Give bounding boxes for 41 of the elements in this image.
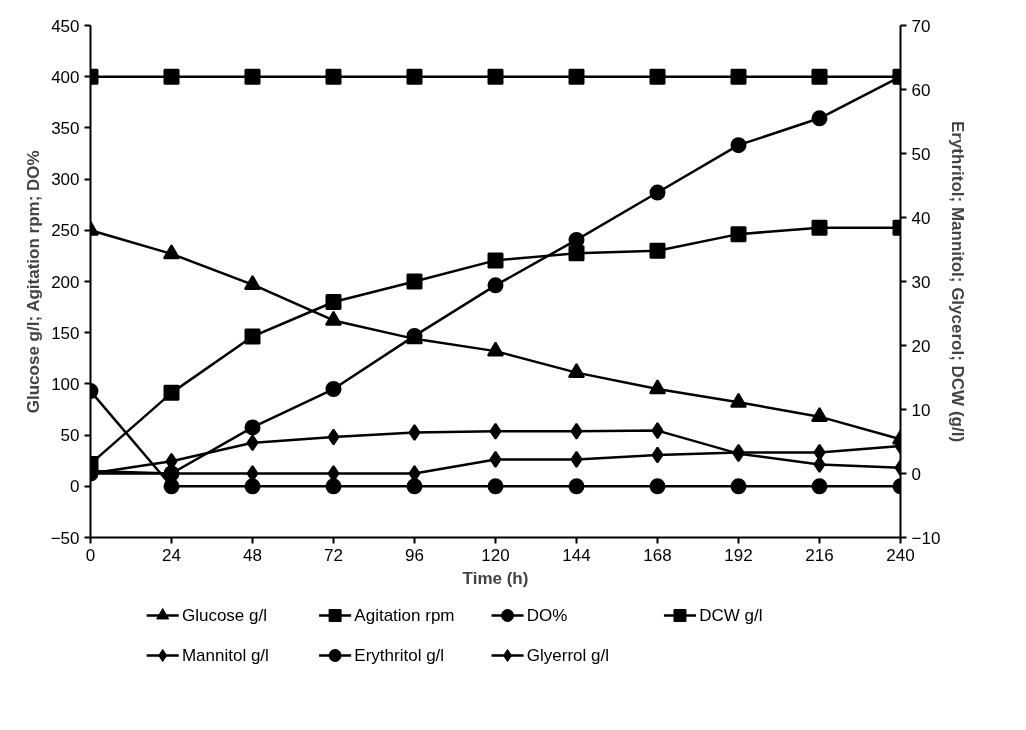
y2-tick-label: 70 [911,16,931,36]
y2-tick-label: 0 [911,464,921,484]
legend-label: Agitation rpm [354,606,455,625]
y-tick-label: 450 [51,16,80,36]
y-axis-title: Glucose g/l; Agitation rpm; DO% [23,150,43,414]
y-tick-label: 300 [51,170,80,190]
x-tick-label: 168 [643,545,672,565]
x-tick-label: 48 [243,545,262,565]
x-tick-label: 144 [562,545,591,565]
legend-label: Mannitol g/l [181,646,269,665]
legend-label: Glucose g/l [181,606,267,625]
y2-tick-label: 30 [911,272,931,292]
x-tick-label: 216 [805,545,834,565]
legend-label: DCW g/l [699,606,763,625]
y2-tick-label: 50 [911,144,931,164]
y2-tick-label: 10 [911,400,931,420]
x-axis-title: Time (h) [462,568,529,588]
y-tick-label: 250 [51,221,80,241]
x-tick-label: 240 [886,545,915,565]
y-tick-label: 0 [70,477,80,497]
legend-label: Erythritol g/l [354,646,445,665]
y2-tick-label: −10 [911,528,941,548]
y-tick-label: 50 [60,426,80,446]
legend-label: DO% [526,606,568,625]
y-tick-label: 100 [51,374,80,394]
y2-tick-label: 20 [911,336,931,356]
legend-label: Glyerrol g/l [526,646,609,665]
y2-axis-title: Erythritol; Mannitol; Glycerol; DCW (g/l) [948,120,968,443]
y2-tick-label: 60 [911,80,931,100]
x-tick-label: 120 [481,545,510,565]
x-tick-label: 192 [724,545,753,565]
y2-tick-label: 40 [911,208,931,228]
y-tick-label: 400 [51,67,80,87]
y-tick-label: 350 [51,118,80,138]
x-tick-label: 96 [405,545,424,565]
x-tick-label: 24 [162,545,181,565]
y-tick-label: 200 [51,272,80,292]
x-tick-label: 0 [85,545,96,565]
x-tick-label: 72 [324,545,343,565]
y-tick-label: −50 [50,528,80,548]
y-tick-label: 150 [51,323,80,343]
